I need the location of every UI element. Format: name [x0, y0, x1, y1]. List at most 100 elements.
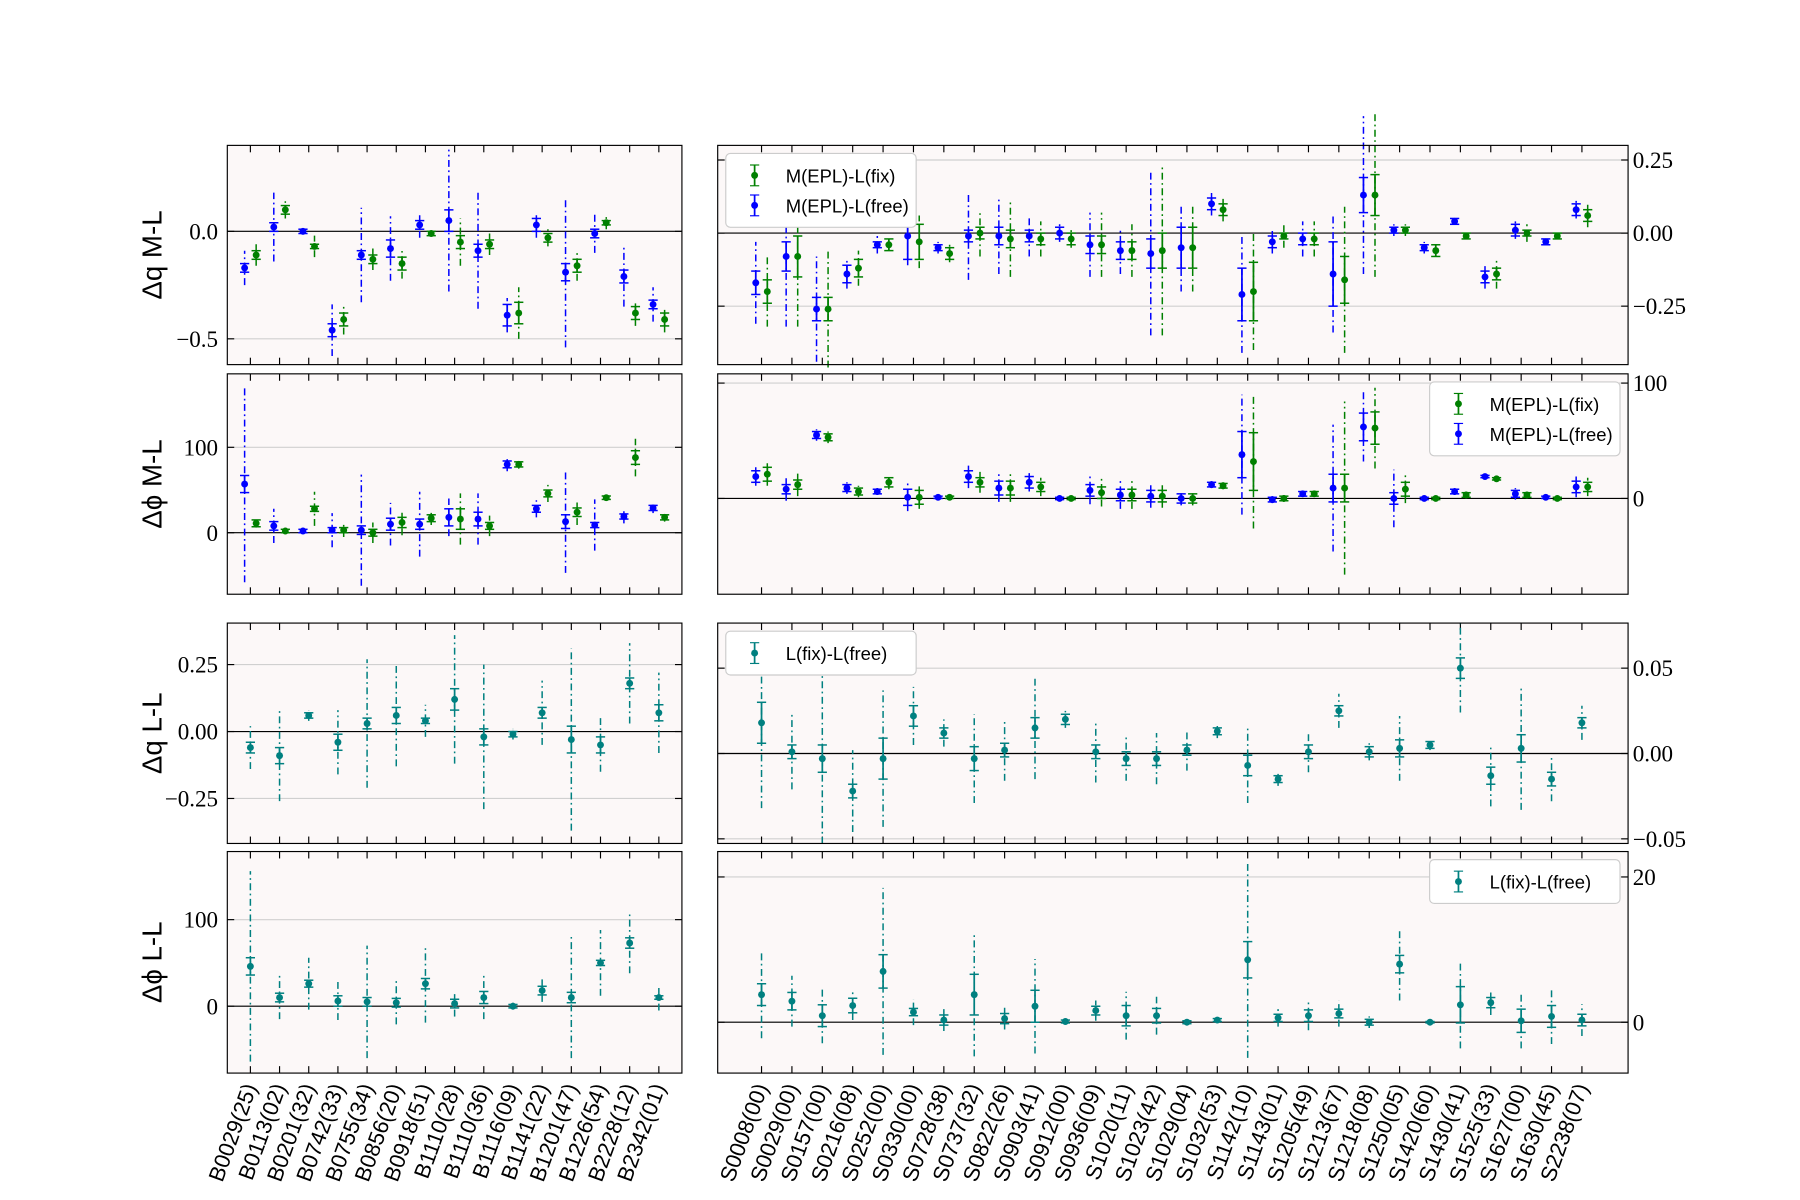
marker: [1219, 482, 1227, 490]
legend-swatch: [751, 201, 759, 209]
y-tick-label: 100: [183, 907, 218, 933]
marker: [573, 508, 581, 516]
marker: [311, 505, 318, 513]
marker: [562, 268, 570, 276]
marker: [398, 519, 406, 526]
marker: [1390, 495, 1398, 502]
y-tick-label: 0.00: [178, 719, 218, 745]
y-tick-label: 0.25: [178, 652, 218, 678]
marker: [813, 305, 820, 313]
y-tick-label: 0: [1633, 486, 1645, 512]
marker: [1584, 212, 1592, 219]
marker: [1001, 1015, 1009, 1023]
y-axis-label: Δq M-L: [137, 210, 168, 299]
marker: [649, 504, 657, 512]
plot-area: [227, 373, 682, 595]
marker: [1371, 424, 1379, 432]
marker: [843, 270, 851, 278]
marker: [934, 244, 942, 252]
marker: [1401, 226, 1409, 234]
plot-area: [227, 145, 682, 365]
y-tick-label: 0.0: [189, 218, 218, 244]
marker: [1122, 1012, 1130, 1020]
marker: [1493, 475, 1500, 483]
y-tick-label: −0.25: [165, 786, 218, 812]
marker: [843, 484, 851, 492]
marker: [661, 316, 669, 323]
marker: [946, 250, 954, 257]
marker: [451, 695, 459, 703]
marker: [334, 997, 342, 1005]
marker: [631, 454, 639, 462]
marker: [1268, 238, 1276, 246]
marker: [1268, 496, 1276, 504]
marker: [252, 251, 260, 259]
marker: [824, 433, 832, 441]
marker: [427, 514, 435, 522]
marker: [1390, 226, 1398, 234]
marker: [1451, 217, 1459, 225]
legend-swatch: [1455, 878, 1462, 885]
marker: [451, 1000, 459, 1008]
marker: [486, 240, 494, 248]
marker: [602, 494, 610, 502]
marker: [1158, 247, 1166, 255]
marker: [1274, 775, 1282, 783]
marker: [1153, 755, 1160, 763]
marker: [276, 994, 284, 1001]
marker: [1153, 1012, 1160, 1020]
legend-label: L(fix)-L(free): [1490, 871, 1592, 892]
marker: [416, 221, 424, 229]
marker: [276, 752, 284, 760]
marker: [649, 300, 657, 308]
marker: [503, 460, 511, 468]
marker: [1244, 956, 1252, 964]
marker: [392, 712, 400, 719]
marker: [1128, 247, 1136, 255]
marker: [752, 473, 760, 480]
marker: [1493, 270, 1500, 278]
marker: [1037, 235, 1045, 243]
marker: [387, 520, 394, 528]
marker: [1517, 1017, 1525, 1025]
y-tick-label: 100: [183, 434, 218, 460]
marker: [1177, 244, 1185, 252]
marker: [363, 998, 371, 1006]
marker: [1523, 229, 1531, 237]
legend-box: [1429, 859, 1621, 905]
marker: [946, 493, 954, 501]
legend-swatch: [751, 171, 759, 179]
marker: [456, 515, 464, 523]
marker: [1396, 960, 1404, 968]
marker: [1213, 727, 1221, 735]
marker: [270, 223, 278, 231]
marker: [602, 219, 610, 227]
marker: [1360, 423, 1367, 431]
marker: [1305, 748, 1312, 756]
marker: [474, 515, 482, 523]
marker: [1523, 491, 1531, 499]
marker: [538, 709, 546, 717]
marker: [538, 987, 546, 995]
marker: [1420, 244, 1428, 252]
marker: [794, 253, 802, 260]
marker: [567, 736, 575, 744]
plot-frame: [226, 850, 683, 1074]
marker: [1401, 485, 1409, 493]
marker: [752, 279, 760, 287]
marker: [1432, 247, 1440, 255]
marker: [246, 744, 254, 752]
marker: [1280, 232, 1288, 240]
marker: [934, 493, 942, 501]
marker: [1280, 495, 1288, 502]
marker: [509, 730, 517, 738]
marker: [818, 755, 826, 763]
marker: [340, 316, 348, 323]
marker: [1462, 491, 1470, 499]
y-axis-label: Δq L-L: [137, 692, 168, 774]
marker: [474, 247, 482, 255]
marker: [970, 991, 978, 999]
marker: [976, 229, 984, 237]
marker: [620, 273, 628, 280]
marker: [1122, 755, 1130, 763]
